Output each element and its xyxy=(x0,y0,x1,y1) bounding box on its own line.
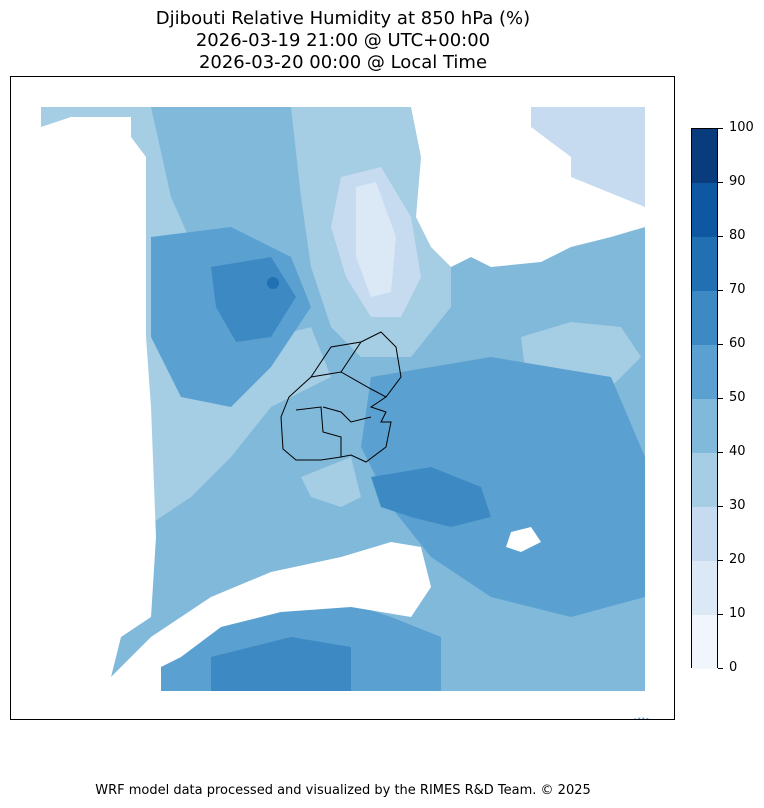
djibouti-region-line-4 xyxy=(322,406,372,423)
footer-credit: WRF model data processed and visualized … xyxy=(95,783,591,798)
djibouti-border xyxy=(280,331,402,463)
colorbar-segment xyxy=(692,237,717,291)
colorbar-tick-label: 100 xyxy=(729,120,754,135)
colorbar-tick xyxy=(718,451,723,453)
colorbar-tick xyxy=(718,667,723,669)
colorbar-tick-label: 80 xyxy=(729,228,746,243)
colorbar-tick xyxy=(718,397,723,399)
colorbar-tick xyxy=(718,613,723,615)
colorbar-tick xyxy=(718,181,723,183)
humidity-field-darker-southwest xyxy=(211,637,351,691)
colorbar-segment xyxy=(692,345,717,399)
no-data-north-central xyxy=(411,107,645,267)
colorbar-tick-label: 50 xyxy=(729,390,746,405)
rimes-logo-mark: RIMES xyxy=(632,717,652,719)
humidity-field-light-northeast xyxy=(521,107,645,217)
djibouti-region-line-1 xyxy=(310,371,387,398)
colorbar-tick-label: 0 xyxy=(729,660,738,675)
map-title: Djibouti Relative Humidity at 850 hPa (%… xyxy=(155,8,531,29)
colorbar-tick-label: 70 xyxy=(729,282,746,297)
djibouti-region-line-3 xyxy=(295,406,342,457)
djibouti-region-line-2 xyxy=(340,341,362,373)
colorbar-tick xyxy=(718,289,723,291)
humidity-map xyxy=(11,77,674,719)
no-data-south-west xyxy=(111,542,431,677)
colorbar-tick-label: 30 xyxy=(729,498,746,513)
map-subtitle-utc: 2026-03-19 21:00 @ UTC+00:00 xyxy=(195,30,491,51)
colorbar-tick xyxy=(718,343,723,345)
map-frame: RIMES xyxy=(10,76,675,720)
colorbar-segment xyxy=(692,399,717,453)
colorbar-tick xyxy=(718,505,723,507)
humidity-field-dark-east xyxy=(371,467,491,527)
colorbar-tick xyxy=(718,559,723,561)
colorbar-tick-label: 10 xyxy=(729,606,746,621)
colorbar-segment xyxy=(692,561,717,615)
colorbar-segment xyxy=(692,129,717,183)
colorbar-segment xyxy=(692,291,717,345)
colorbar-segment xyxy=(692,183,717,237)
rimes-logo: RIMES xyxy=(609,717,674,719)
colorbar-segment xyxy=(692,453,717,507)
humidity-field-lightest-central xyxy=(356,182,396,297)
humidity-field-light-south xyxy=(301,457,361,507)
colorbar-tick xyxy=(718,127,723,129)
colorbar-tick xyxy=(718,235,723,237)
humidity-field-darker-spot xyxy=(267,277,279,289)
no-data-west xyxy=(11,77,674,691)
map-subtitle-local: 2026-03-20 00:00 @ Local Time xyxy=(198,52,488,73)
colorbar-tick-label: 90 xyxy=(729,174,746,189)
colorbar-tick-label: 40 xyxy=(729,444,746,459)
colorbar-segment xyxy=(692,507,717,561)
humidity-field-mid-dark-east xyxy=(361,357,645,617)
colorbar-tick-label: 60 xyxy=(729,336,746,351)
colorbar xyxy=(691,128,718,669)
colorbar-tick-label: 20 xyxy=(729,552,746,567)
no-data-south-east-hole xyxy=(506,527,541,552)
colorbar-segment xyxy=(692,615,717,669)
djibouti-outline xyxy=(280,331,402,463)
